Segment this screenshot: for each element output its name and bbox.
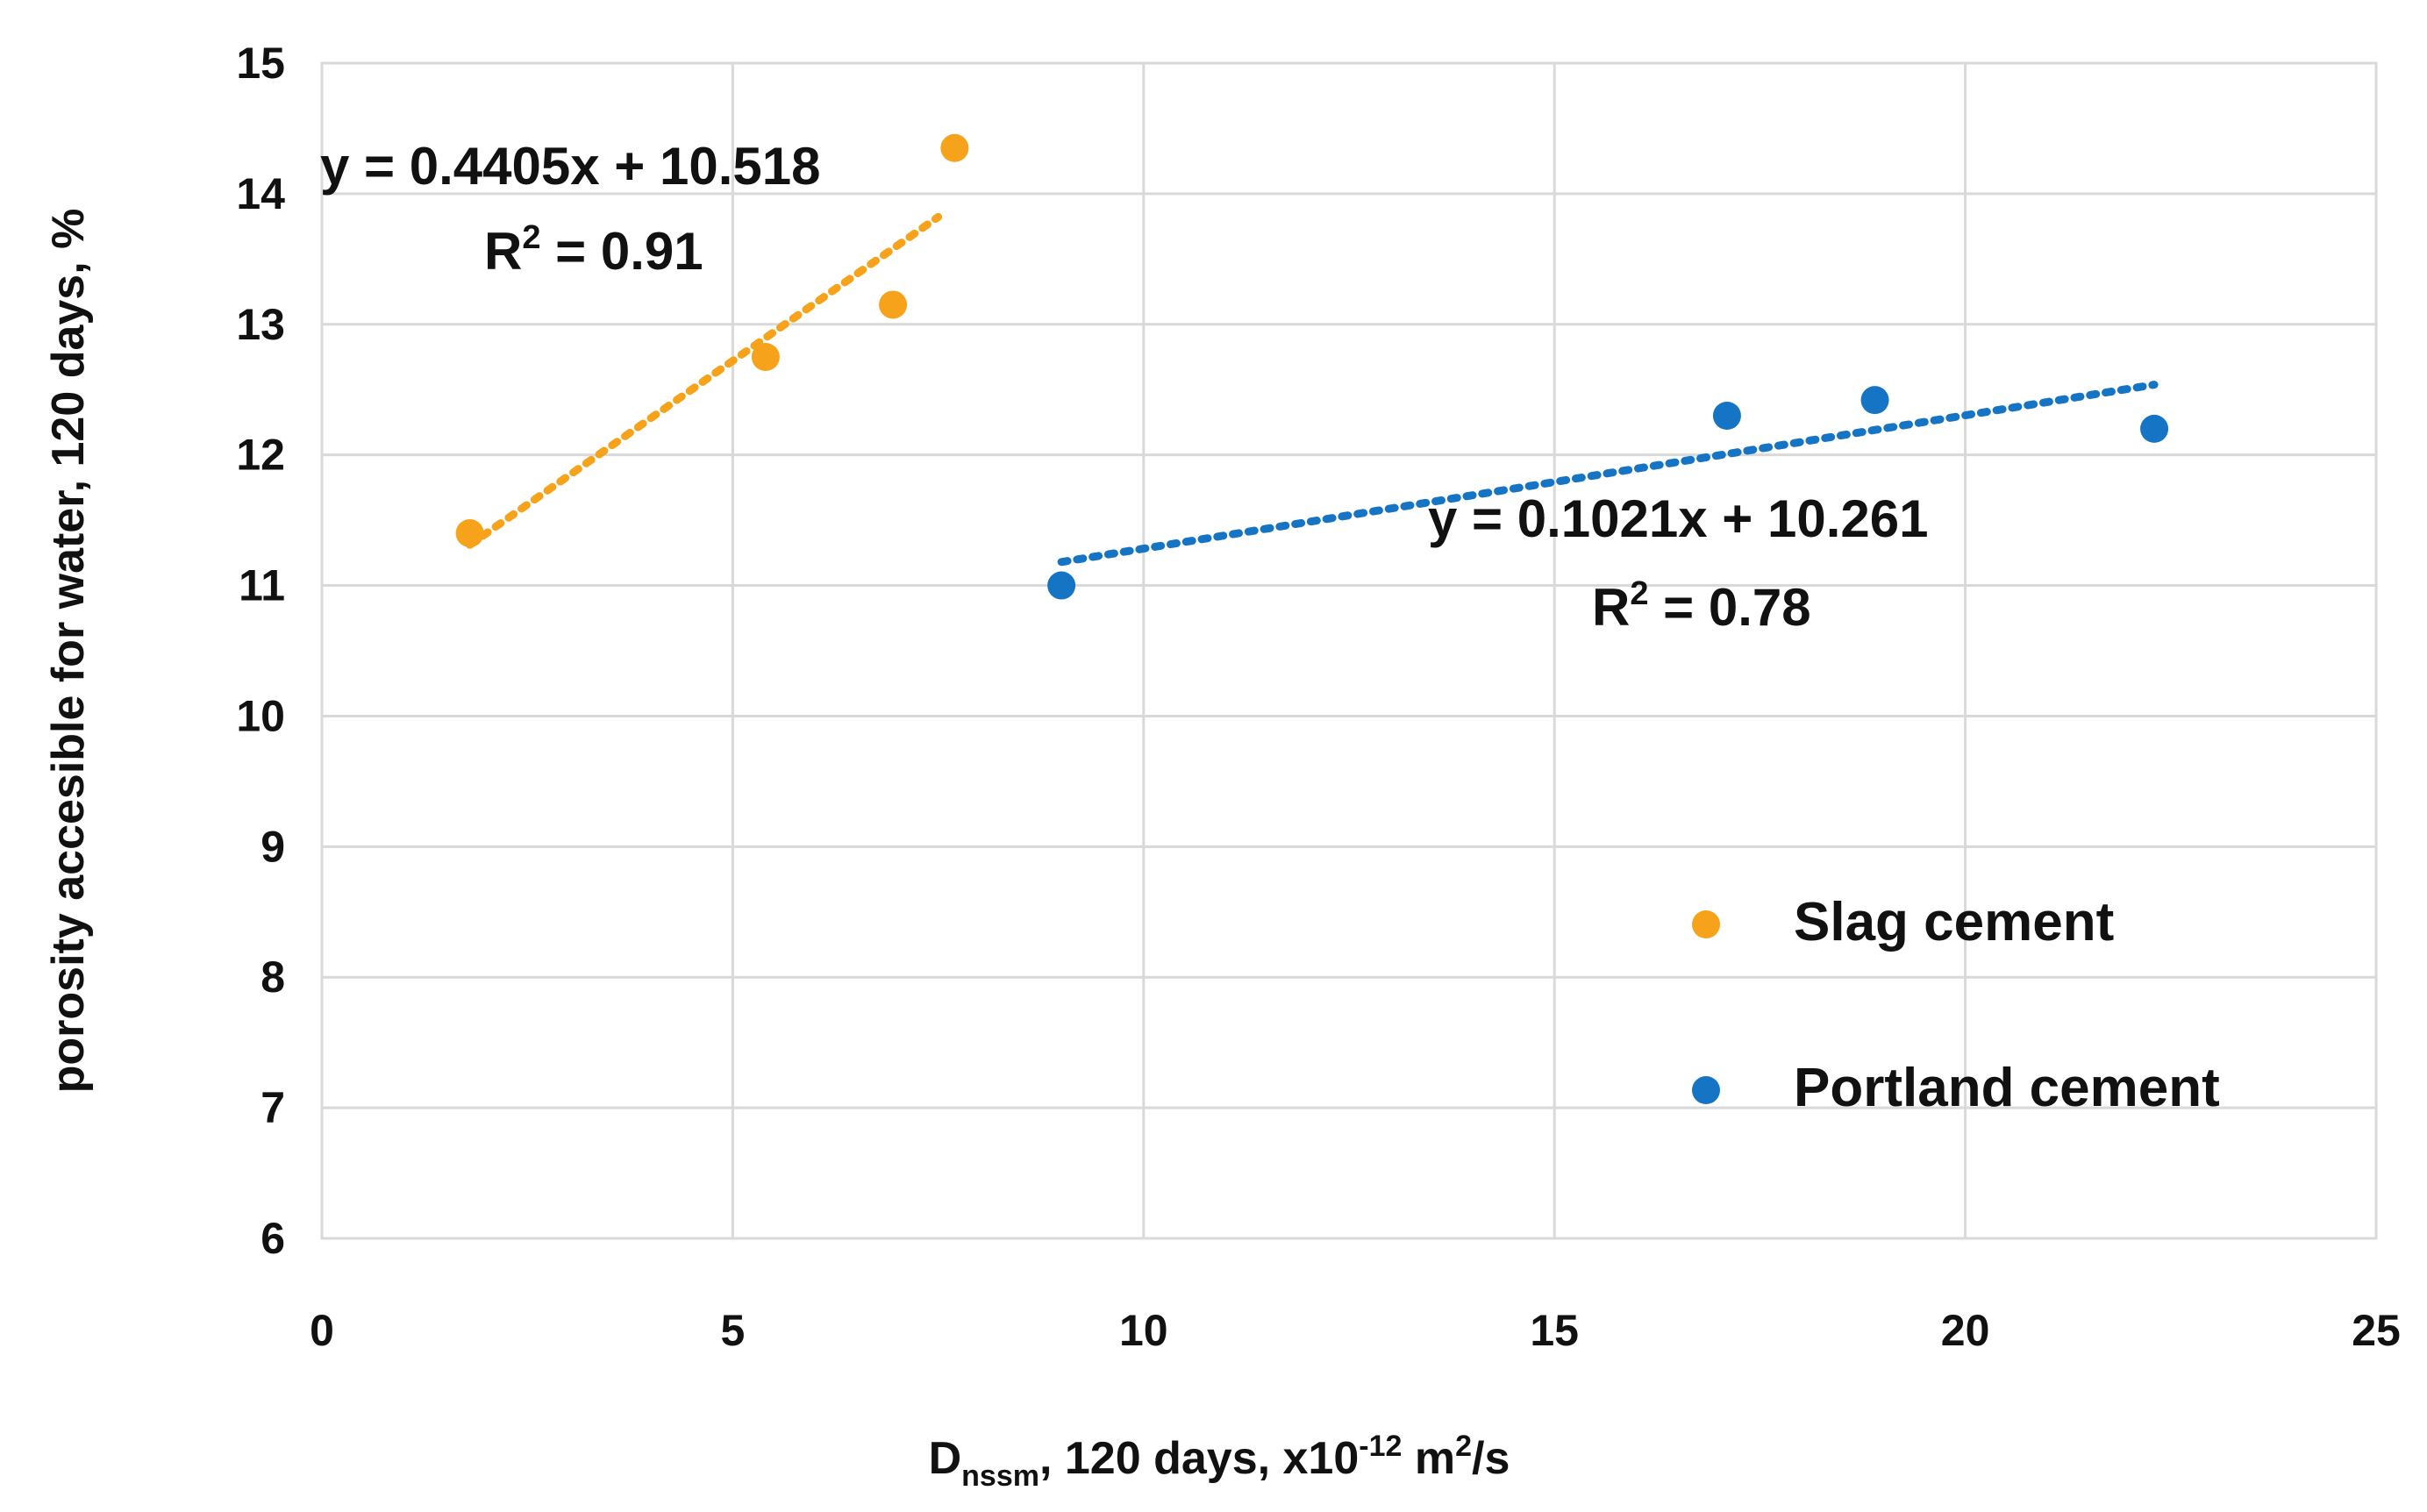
x-label-main: D (929, 1433, 962, 1484)
y-axis-label: porosity accesible for water, 120 days, … (43, 209, 94, 1094)
x-label-unit-exp: 2 (1455, 1430, 1472, 1463)
legend-marker-portland (1692, 1076, 1720, 1104)
y-tick-label: 8 (261, 952, 285, 1002)
slag-r2-value: = 0.91 (540, 222, 703, 281)
slag-r2: R2 = 0.91 (484, 219, 703, 281)
portland-equation: y = 0.1021x + 10.261 (1428, 489, 1929, 548)
y-tick-label: 11 (239, 561, 285, 610)
slag-data-point (879, 290, 908, 319)
x-tick-label: 15 (1530, 1306, 1579, 1355)
x-tick-label: 5 (720, 1306, 745, 1355)
trendlines (466, 212, 2159, 567)
y-tick-label: 7 (261, 1083, 285, 1132)
x-label-rest: , 120 days, x10 (1039, 1433, 1359, 1484)
legend-label-portland: Portland cement (1794, 1058, 2220, 1118)
x-label-exp: -12 (1359, 1430, 1402, 1463)
legend-marker-slag (1692, 910, 1720, 938)
x-tick-label: 10 (1119, 1306, 1168, 1355)
y-tick-label: 6 (261, 1214, 285, 1263)
y-tick-label: 12 (236, 431, 285, 480)
legend: Slag cement Portland cement (1692, 892, 2220, 1118)
portland-data-point (2140, 414, 2169, 443)
plot-frame (320, 61, 2378, 1240)
slag-r2-prefix: R (484, 222, 522, 281)
slag-data-point (455, 519, 484, 547)
data-points (455, 133, 2169, 600)
portland-r2-exp: 2 (1630, 575, 1648, 612)
portland-data-point (1047, 571, 1076, 600)
portland-r2-prefix: R (1592, 578, 1630, 637)
x-label-sub: nssm (961, 1459, 1039, 1493)
slag-r2-exp: 2 (522, 219, 540, 256)
slag-data-point (751, 343, 780, 371)
x-tick-label: 0 (310, 1306, 334, 1355)
portland-data-point (1712, 402, 1741, 430)
legend-label-slag: Slag cement (1794, 892, 2114, 952)
y-tick-label: 9 (261, 822, 285, 871)
x-label-unit: m (1402, 1433, 1455, 1484)
x-axis-label: Dnssm, 120 days, x10-12 m2/s (929, 1430, 1510, 1493)
x-label-unit-end: /s (1472, 1433, 1510, 1484)
slag-data-point (940, 133, 969, 162)
y-tick-label: 14 (236, 169, 285, 218)
portland-r2-value: = 0.78 (1648, 578, 1810, 637)
y-tick-label: 15 (236, 39, 285, 88)
tick-labels: 6 7 8 9 10 11 12 13 14 15 0 5 10 15 20 25 (236, 39, 2400, 1355)
y-tick-label: 10 (236, 691, 285, 740)
slag-equation: y = 0.4405x + 10.518 (320, 137, 821, 196)
y-tick-label: 13 (236, 300, 285, 349)
portland-trendline (1057, 381, 2159, 567)
portland-r2: R2 = 0.78 (1592, 575, 1811, 637)
portland-data-point (1860, 386, 1889, 415)
slag-trendline (466, 212, 943, 549)
x-tick-label: 20 (1941, 1306, 1990, 1355)
x-tick-label: 25 (2352, 1306, 2401, 1355)
